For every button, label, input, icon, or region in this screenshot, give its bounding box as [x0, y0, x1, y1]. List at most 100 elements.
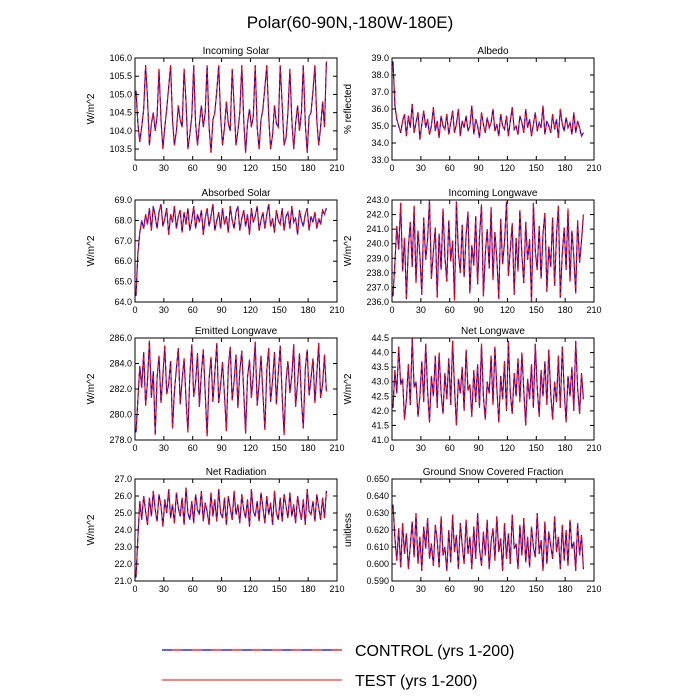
x-tick-label: 180	[301, 163, 316, 173]
y-tick-label: 278.0	[109, 435, 132, 445]
series-line-control-overlay	[392, 61, 584, 140]
x-tick-label: 30	[159, 163, 169, 173]
x-tick-label: 90	[217, 163, 227, 173]
y-tick-label: 0.610	[366, 542, 389, 552]
series-line-control	[135, 203, 327, 296]
y-axis-label: W/m^2	[86, 514, 97, 545]
legend: CONTROL (yrs 1-200) TEST (yrs 1-200)	[162, 643, 514, 690]
y-tick-label: 36.0	[371, 104, 389, 114]
y-tick-label: 34.0	[371, 138, 389, 148]
x-tick-label: 0	[132, 443, 137, 453]
x-tick-label: 60	[188, 443, 198, 453]
y-tick-label: 26.0	[114, 491, 132, 501]
y-tick-label: 0.590	[366, 576, 389, 586]
x-tick-label: 60	[445, 443, 455, 453]
series-line-control-overlay	[135, 61, 327, 153]
x-tick-label: 0	[389, 443, 394, 453]
plot-frame	[134, 199, 338, 303]
y-tick-label: 33.0	[371, 155, 389, 165]
x-tick-label: 210	[329, 305, 344, 315]
y-tick-label: 104.0	[109, 126, 132, 136]
x-tick-label: 210	[586, 305, 601, 315]
y-tick-label: 280.0	[109, 410, 132, 420]
x-tick-label: 30	[159, 305, 169, 315]
y-tick-label: 282.0	[109, 384, 132, 394]
x-tick-label: 210	[586, 584, 601, 594]
x-tick-label: 210	[329, 443, 344, 453]
x-tick-label: 90	[474, 163, 484, 173]
y-tick-label: 43.5	[371, 362, 389, 372]
x-tick-label: 210	[586, 443, 601, 453]
y-tick-label: 0.600	[366, 559, 389, 569]
y-tick-label: 0.640	[366, 491, 389, 501]
x-tick-label: 150	[272, 584, 287, 594]
x-tick-label: 60	[188, 584, 198, 594]
x-tick-label: 60	[445, 163, 455, 173]
panel-title: Emitted Longwave	[195, 326, 278, 337]
x-tick-label: 90	[474, 305, 484, 315]
y-tick-label: 42.0	[371, 406, 389, 416]
y-axis-label: W/m^2	[343, 235, 354, 266]
x-tick-label: 60	[188, 305, 198, 315]
y-tick-label: 65.0	[114, 277, 132, 287]
panel-title: Incoming Longwave	[449, 188, 538, 199]
y-tick-label: 103.5	[109, 144, 132, 154]
y-tick-label: 0.620	[366, 525, 389, 535]
x-tick-label: 0	[132, 584, 137, 594]
x-tick-label: 60	[188, 163, 198, 173]
y-tick-label: 64.0	[114, 297, 132, 307]
x-tick-label: 120	[500, 584, 515, 594]
y-tick-label: 44.5	[371, 333, 389, 343]
legend-label-test: TEST (yrs 1-200)	[355, 673, 477, 690]
y-tick-label: 69.0	[114, 195, 132, 205]
x-tick-label: 60	[445, 584, 455, 594]
y-tick-label: 38.0	[371, 70, 389, 80]
x-tick-label: 150	[529, 163, 544, 173]
x-tick-label: 90	[474, 584, 484, 594]
series-line-control-overlay	[135, 487, 327, 578]
y-tick-label: 24.0	[114, 525, 132, 535]
x-tick-label: 120	[500, 443, 515, 453]
y-tick-label: 237.0	[366, 282, 389, 292]
y-tick-label: 242.0	[366, 210, 389, 220]
x-tick-label: 120	[500, 305, 515, 315]
x-tick-label: 210	[329, 584, 344, 594]
y-tick-label: 27.0	[114, 474, 132, 484]
y-tick-label: 105.5	[109, 71, 132, 81]
x-tick-label: 120	[243, 305, 258, 315]
x-tick-label: 180	[558, 584, 573, 594]
series-line-control-overlay	[135, 203, 327, 296]
x-tick-label: 180	[301, 584, 316, 594]
series-line-control-overlay	[392, 337, 584, 426]
x-tick-label: 150	[272, 443, 287, 453]
y-tick-label: 0.650	[366, 474, 389, 484]
chart-panel: Emitted Longwave 0 30 60 90 120 150 180 210 278.0…	[86, 326, 345, 453]
y-tick-label: 0.630	[366, 508, 389, 518]
y-tick-label: 286.0	[109, 333, 132, 343]
chart-panel: Incoming Longwave 0 30 60 90 120 150 180 210 236.…	[343, 188, 602, 315]
y-tick-label: 106.0	[109, 53, 132, 63]
y-tick-label: 44.0	[371, 348, 389, 358]
x-tick-label: 30	[416, 584, 426, 594]
x-tick-label: 30	[416, 163, 426, 173]
y-tick-label: 21.0	[114, 576, 132, 586]
y-tick-label: 25.0	[114, 508, 132, 518]
y-tick-label: 66.0	[114, 256, 132, 266]
x-tick-label: 120	[243, 584, 258, 594]
y-tick-label: 68.0	[114, 215, 132, 225]
y-tick-label: 43.0	[371, 377, 389, 387]
y-tick-label: 105.0	[109, 89, 132, 99]
y-tick-label: 35.0	[371, 121, 389, 131]
y-tick-label: 37.0	[371, 87, 389, 97]
y-tick-label: 241.0	[366, 224, 389, 234]
y-tick-label: 41.0	[371, 435, 389, 445]
x-tick-label: 30	[159, 584, 169, 594]
series-line-control	[135, 61, 327, 153]
plot-frame	[391, 337, 595, 441]
chart-panel: Albedo 0 30 60 90 120 150 180 210 33.0 34.0 35.0 36.…	[343, 46, 602, 173]
series-line-control	[392, 337, 584, 426]
x-tick-label: 30	[416, 443, 426, 453]
series-line-control	[392, 61, 584, 140]
x-tick-label: 0	[389, 163, 394, 173]
